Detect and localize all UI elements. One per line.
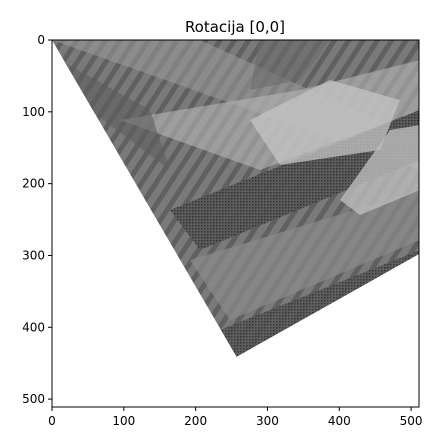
image-texture-6 <box>340 125 419 215</box>
y-tick-label: 0 <box>37 33 45 47</box>
axes-frame <box>51 39 420 408</box>
image-texture-7 <box>60 60 170 170</box>
x-tick-label: 100 <box>112 414 135 428</box>
x-tick-label: 400 <box>328 414 351 428</box>
y-tick-label: 100 <box>22 105 45 119</box>
y-axis: 0 100 200 300 400 500 <box>22 33 52 406</box>
image-texture-5 <box>250 80 400 165</box>
image-texture-3 <box>190 190 419 320</box>
x-tick-label: 300 <box>256 414 279 428</box>
rotated-image <box>52 40 419 357</box>
y-tick-label: 400 <box>22 320 45 334</box>
x-tick-label: 0 <box>48 414 56 428</box>
image-texture-8 <box>250 40 330 90</box>
x-tick-label: 500 <box>400 414 423 428</box>
chart-title: Rotacija [0,0] <box>185 18 285 36</box>
y-tick-label: 200 <box>22 177 45 191</box>
y-tick-label: 500 <box>22 392 45 406</box>
x-axis: 0 100 200 300 400 500 <box>48 407 423 428</box>
y-tick-label: 300 <box>22 248 45 262</box>
x-tick-label: 200 <box>184 414 207 428</box>
